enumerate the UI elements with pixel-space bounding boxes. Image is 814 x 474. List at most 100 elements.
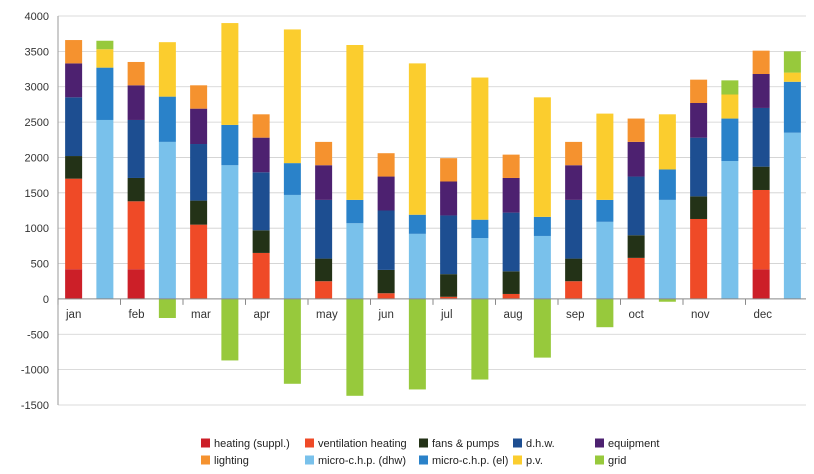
bar-segment-micro-c-h-p-el: [408, 214, 426, 234]
bar-segment-micro-c-h-p-dhw: [533, 235, 551, 299]
bar-segment-p-v: [533, 97, 551, 217]
bar-segment-fans-pumps: [502, 271, 520, 294]
bar-segment-micro-c-h-p-dhw: [158, 141, 176, 299]
bar-segment-equipment: [565, 165, 583, 200]
legend-swatch: [513, 455, 522, 465]
bar-segment-equipment: [252, 137, 270, 173]
bar-segment-equipment: [315, 165, 333, 200]
bar-segment-fans-pumps: [377, 269, 395, 294]
bar-segment-d-h-w: [440, 215, 458, 275]
bar-segment-p-v: [721, 94, 739, 119]
bar-segment-d-h-w: [127, 119, 145, 178]
bar-segment-p-v: [221, 23, 239, 125]
bar-segment-micro-c-h-p-dhw: [658, 199, 676, 299]
bar-segment-fans-pumps: [127, 177, 145, 202]
bar-segment-micro-c-h-p-dhw: [783, 132, 801, 299]
y-tick-label: 3000: [25, 82, 49, 94]
legend-label: ventilation heating: [318, 438, 407, 450]
x-category-label: sep: [566, 309, 585, 321]
bar-segment-micro-c-h-p-dhw: [721, 160, 739, 299]
bar-segment-d-h-w: [190, 144, 208, 201]
y-tick-label: 0: [43, 294, 49, 306]
legend: heating (suppl.) ventilation heating fans …: [201, 438, 659, 467]
legend-label: lighting: [214, 455, 249, 467]
bar-segment-equipment: [190, 108, 208, 145]
x-category-label: oct: [629, 309, 645, 321]
bar-segment-lighting: [65, 40, 83, 64]
bar-segment-heating-suppl: [65, 269, 83, 299]
bar-segment-micro-c-h-p-dhw: [283, 194, 301, 299]
bar-segment-equipment: [377, 176, 395, 211]
bar-segment-equipment: [502, 177, 520, 213]
bar-segment-grid: [96, 40, 114, 50]
x-category-label: may: [316, 309, 338, 321]
x-category-label: nov: [691, 309, 710, 321]
bar-segment-lighting: [377, 153, 395, 177]
bar-segment-lighting: [190, 85, 208, 109]
bar-segment-micro-c-h-p-el: [471, 219, 489, 239]
bar-segment-equipment: [127, 85, 145, 120]
legend-swatch: [419, 438, 428, 448]
bar-segment-p-v: [471, 77, 489, 220]
legend-swatch: [513, 438, 522, 448]
y-tick-label: 3500: [25, 46, 49, 58]
bar-segment-d-h-w: [377, 210, 395, 270]
bar-segment-lighting: [315, 141, 333, 166]
bar-segment-fans-pumps: [190, 200, 208, 225]
bar-segment-d-h-w: [752, 107, 770, 167]
x-category-label: jan: [65, 309, 81, 321]
bar-segment-grid: [408, 298, 426, 390]
bar-segment-micro-c-h-p-el: [158, 96, 176, 142]
bar-segment-equipment: [65, 63, 83, 98]
bar-segment-micro-c-h-p-dhw: [471, 238, 489, 299]
bar-segment-micro-c-h-p-el: [283, 163, 301, 195]
bar-segment-p-v: [158, 42, 176, 97]
bars: [65, 23, 801, 396]
legend-label: grid: [608, 455, 626, 467]
bar-segment-d-h-w: [627, 176, 645, 236]
y-tick-label: 2000: [25, 152, 49, 164]
bar-segment-heating-suppl: [127, 269, 145, 299]
bar-segment-ventilation-heating: [252, 252, 270, 299]
bar-segment-fans-pumps: [565, 258, 583, 282]
bar-segment-lighting: [565, 141, 583, 166]
bar-segment-equipment: [752, 73, 770, 108]
bar-segment-ventilation-heating: [440, 296, 458, 299]
bar-segment-lighting: [252, 114, 270, 138]
legend-label: equipment: [608, 438, 659, 450]
bar-segment-grid: [721, 80, 739, 95]
y-tick-label: 1500: [25, 188, 49, 200]
bar-segment-micro-c-h-p-dhw: [221, 165, 239, 299]
bar-segment-fans-pumps: [627, 235, 645, 258]
bar-segment-micro-c-h-p-el: [721, 118, 739, 161]
bar-segment-grid: [346, 298, 364, 396]
bar-segment-d-h-w: [65, 97, 83, 157]
legend-label: heating (suppl.): [214, 438, 290, 450]
x-category-label: jun: [378, 309, 394, 321]
bar-segment-lighting: [127, 61, 145, 86]
bar-segment-lighting: [690, 79, 708, 103]
bar-segment-micro-c-h-p-dhw: [346, 223, 364, 299]
y-tick-label: 4000: [25, 11, 49, 23]
bar-segment-micro-c-h-p-el: [221, 124, 239, 166]
bar-segment-equipment: [440, 181, 458, 216]
legend-swatch: [595, 455, 604, 465]
bar-segment-ventilation-heating: [190, 224, 208, 299]
x-category-label: jul: [440, 309, 453, 321]
bar-segment-micro-c-h-p-dhw: [408, 233, 426, 299]
bar-segment-p-v: [346, 44, 364, 200]
bar-segment-heating-suppl: [752, 269, 770, 299]
bar-segment-grid: [783, 51, 801, 73]
legend-label: p.v.: [526, 455, 543, 467]
y-tick-label: 500: [31, 259, 49, 271]
bar-segment-fans-pumps: [440, 274, 458, 297]
legend-swatch: [419, 455, 428, 465]
bar-segment-grid: [658, 298, 676, 302]
bar-segment-p-v: [658, 114, 676, 170]
bar-segment-fans-pumps: [65, 156, 83, 179]
x-category-label: aug: [504, 309, 523, 321]
legend-label: micro-c.h.p. (dhw): [318, 455, 406, 467]
y-tick-label: -1500: [21, 400, 49, 412]
bar-segment-grid: [283, 298, 301, 384]
